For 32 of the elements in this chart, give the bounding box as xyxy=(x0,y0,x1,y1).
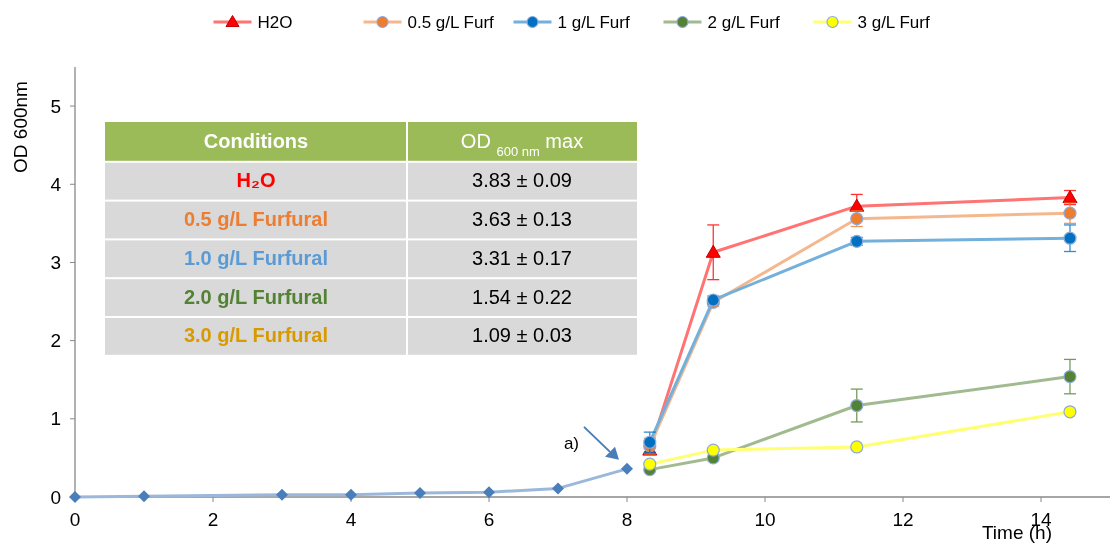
legend-label: 3 g/L Furf xyxy=(857,12,930,32)
x-tick-label: 10 xyxy=(754,509,776,530)
annotation: 1.0 g/L Furfural xyxy=(183,246,329,269)
annotation: 3.0 g/L Furfural xyxy=(183,324,329,347)
annotation: 2.0 g/L Furfural xyxy=(183,285,329,308)
y-tick-label: 5 xyxy=(50,95,61,117)
y-tick-label: 2 xyxy=(50,330,61,352)
y-tick-label: 4 xyxy=(50,173,62,195)
annotation: H₂O xyxy=(236,169,276,192)
legend-label: 0.5 g/L Furf xyxy=(407,12,495,32)
y-axis-title: OD 600nm xyxy=(10,81,31,173)
annotation: 3.31 ± 0.17 xyxy=(472,246,572,269)
annotation: Conditions xyxy=(203,130,309,153)
x-tick-label: 12 xyxy=(892,509,914,530)
annotation: 1.09 ± 0.03 xyxy=(472,324,572,347)
x-tick-label: 4 xyxy=(345,509,357,530)
legend-label: H2O xyxy=(257,12,293,32)
y-tick-label: 1 xyxy=(50,408,61,430)
annotation: 3.63 ± 0.13 xyxy=(472,208,572,230)
annotation: 1.54 ± 0.22 xyxy=(472,285,572,308)
legend-label: 1 g/L Furf xyxy=(557,12,630,32)
annotation: a) xyxy=(563,433,579,453)
y-tick-label: 0 xyxy=(50,486,61,508)
annotation: OD $_{600 nm}$ max xyxy=(460,130,584,159)
x-tick-label: 0 xyxy=(69,509,81,530)
x-tick-label: 6 xyxy=(483,509,495,530)
legend-label: 2 g/L Furf xyxy=(707,12,780,32)
annotation: 0.5 g/L Furfural xyxy=(183,208,329,230)
x-tick-label: 8 xyxy=(621,509,633,530)
y-tick-label: 3 xyxy=(50,252,61,274)
annotation: 3.83 ± 0.09 xyxy=(472,169,572,192)
x-tick-label: 2 xyxy=(207,509,219,530)
